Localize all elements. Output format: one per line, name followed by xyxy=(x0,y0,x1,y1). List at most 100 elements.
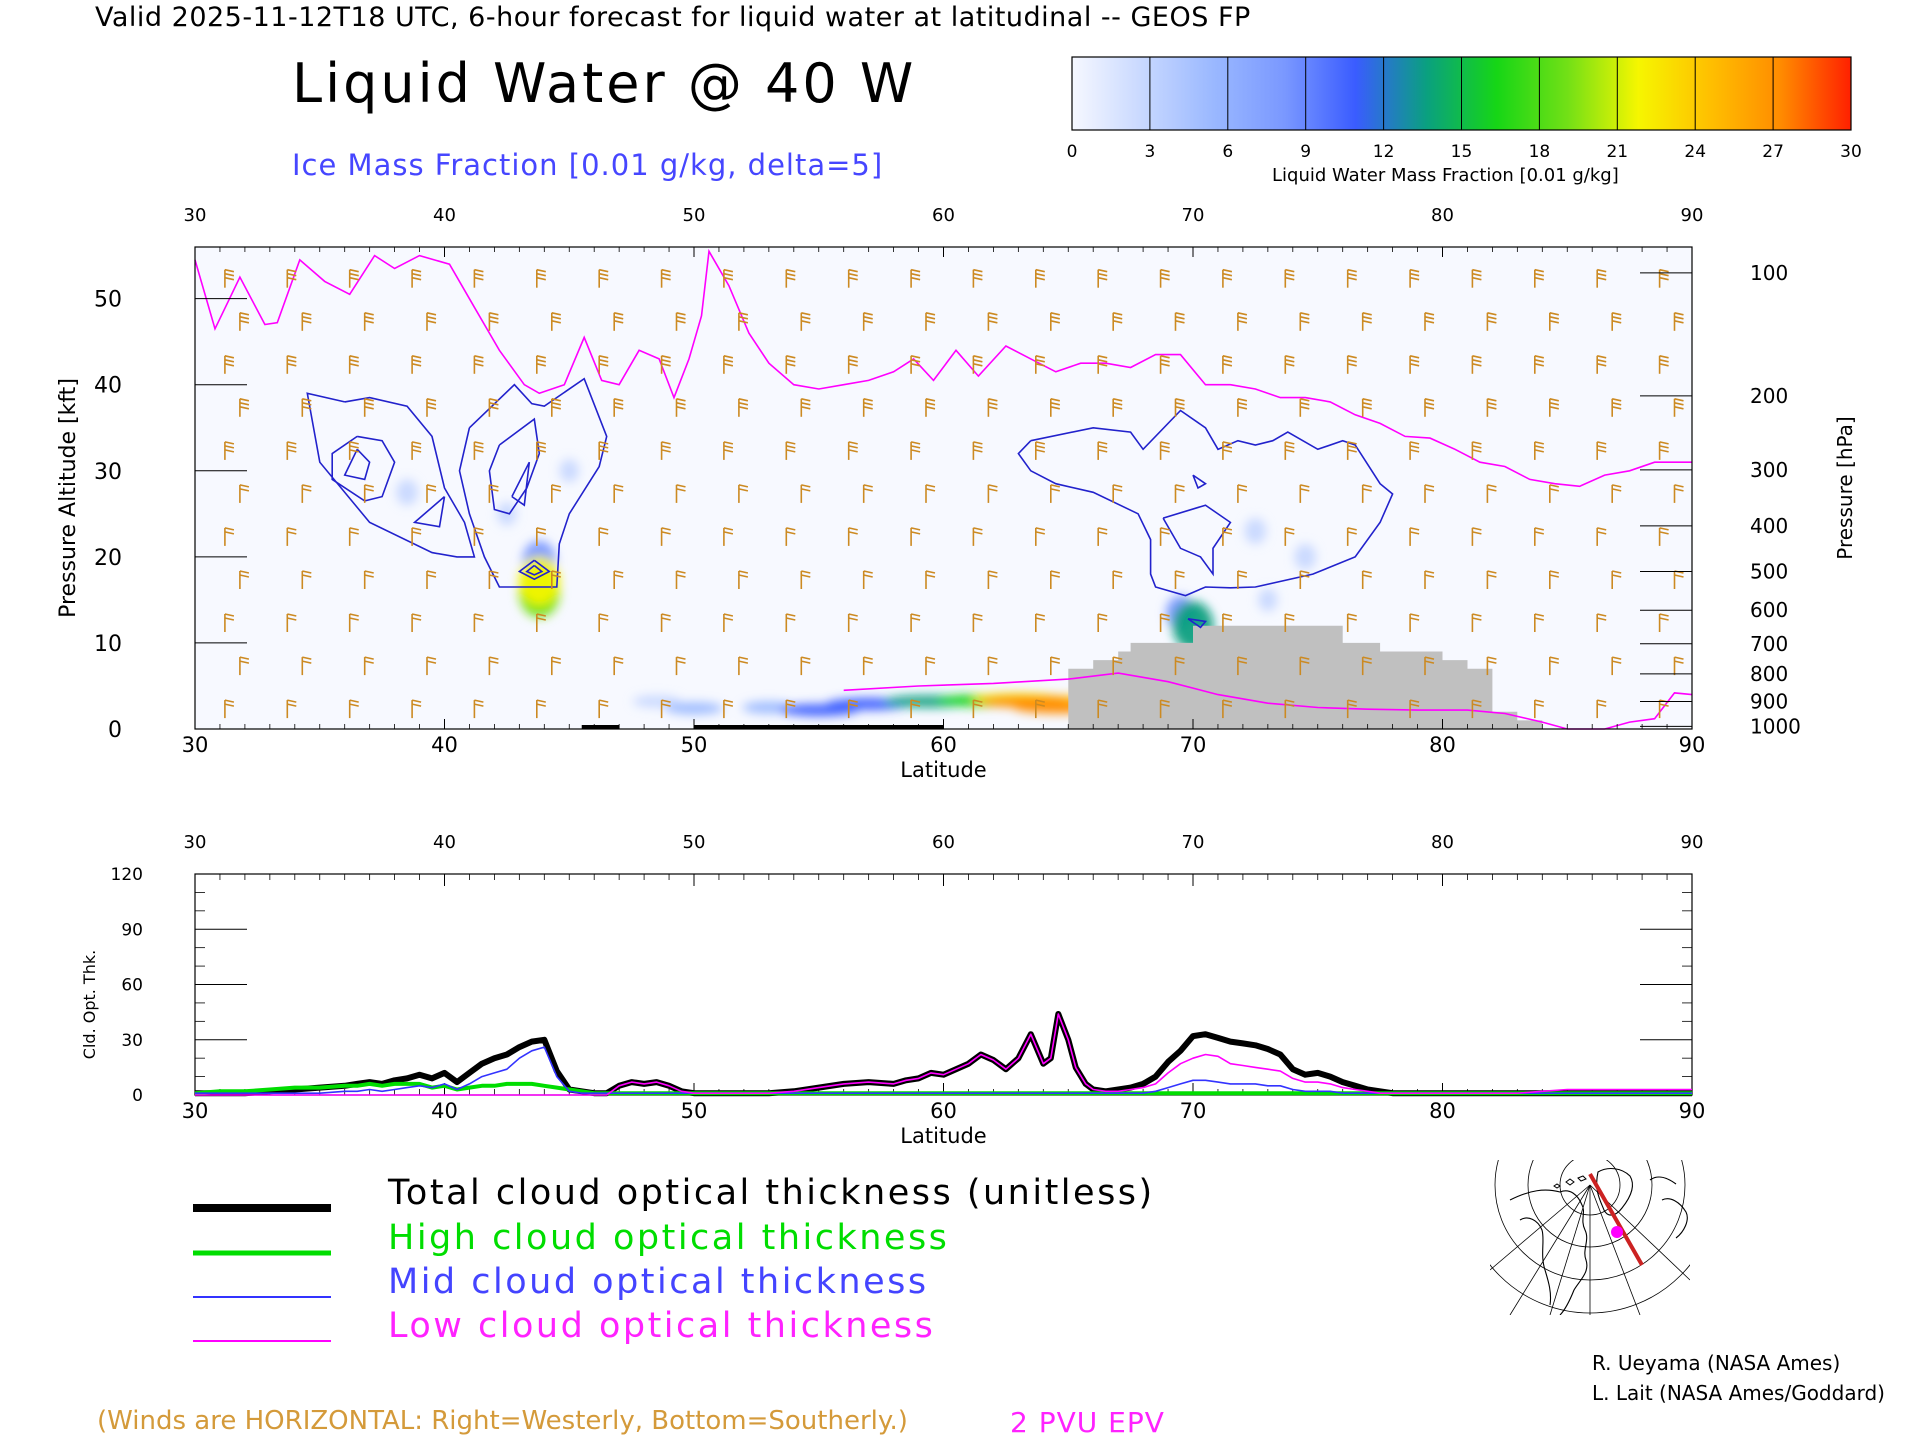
wind-barb-flag xyxy=(239,406,250,410)
wind-barb xyxy=(1673,484,1684,503)
ice-contour xyxy=(1192,474,1208,490)
wind-barb-flag xyxy=(489,316,499,320)
wind-barb xyxy=(1549,484,1559,503)
wind-barb xyxy=(1050,570,1060,589)
wind-barb-flag xyxy=(1362,402,1372,406)
wind-barb xyxy=(1534,699,1544,719)
wind-barb-flag xyxy=(614,660,624,664)
wind-barb xyxy=(1159,527,1170,546)
wind-barb-flag xyxy=(1098,703,1108,707)
wind-barb xyxy=(1222,699,1233,719)
wind-barb-flag xyxy=(349,268,359,273)
wind-barb xyxy=(925,484,936,503)
wind-barb-flag xyxy=(1175,312,1185,316)
lower-x-tick-label-bottom: 30 xyxy=(182,1099,209,1123)
wind-barb xyxy=(286,268,297,288)
wind-barb-flag xyxy=(801,660,811,664)
wind-barb xyxy=(1549,398,1559,417)
wind-barb-flag xyxy=(1549,660,1559,664)
wind-barb-flag xyxy=(1362,656,1372,660)
wind-barb-flag xyxy=(1659,441,1669,445)
wind-barb xyxy=(1035,527,1045,546)
wind-barb-flag xyxy=(738,312,749,316)
wind-barb-flag xyxy=(1487,570,1497,574)
wind-barb-flag xyxy=(551,656,561,660)
wind-barb-flag xyxy=(863,484,873,488)
wind-barb xyxy=(1174,570,1185,589)
wind-barb xyxy=(301,312,312,331)
wind-barb-flag xyxy=(349,449,359,453)
wind-barb-flag xyxy=(1347,613,1357,617)
wind-barb-flag xyxy=(910,363,921,367)
wind-barb-flag xyxy=(1659,527,1669,531)
wind-barb-flag xyxy=(1597,613,1607,617)
x-tick-label-top: 80 xyxy=(1431,205,1454,226)
wind-barb xyxy=(785,527,796,546)
wind-barb xyxy=(550,570,561,589)
ice-contour xyxy=(1187,618,1208,629)
wind-barb-flag xyxy=(1487,484,1497,488)
wind-barb-flag xyxy=(786,441,796,445)
wind-barb-flag xyxy=(599,699,609,703)
wind-barb xyxy=(738,312,749,331)
wind-barb-flag xyxy=(1222,449,1233,453)
wind-barb-flag xyxy=(1285,613,1295,617)
wind-barb-flag xyxy=(786,531,796,535)
wind-barb-flag xyxy=(1300,312,1310,316)
wind-barb-flag xyxy=(988,484,998,488)
wind-barb-flag xyxy=(224,445,235,449)
legend-swatches xyxy=(193,1204,331,1342)
wind-barb xyxy=(785,355,796,374)
wind-barb xyxy=(348,355,359,374)
wind-barb-flag xyxy=(489,402,499,406)
wind-barb-flag xyxy=(551,484,561,488)
wind-barb-flag xyxy=(1175,570,1185,574)
y-axis-label: Pressure Altitude [kft] xyxy=(56,378,81,618)
wind-barb-flag xyxy=(1050,488,1060,492)
wind-barb xyxy=(426,570,437,589)
wind-barb xyxy=(613,570,624,589)
wind-barb-flag xyxy=(1659,703,1669,707)
wind-barb xyxy=(1596,268,1607,288)
wind-barb-flag xyxy=(474,531,484,535)
wind-barb-flag xyxy=(1487,398,1497,402)
wind-barb-flag xyxy=(1424,660,1435,664)
wind-barb-flag xyxy=(863,656,873,660)
wind-barb-flag xyxy=(988,398,998,402)
wind-barb-flag xyxy=(599,355,609,359)
wind-barb xyxy=(1673,656,1684,676)
wind-barb xyxy=(1471,527,1482,546)
liquid-water-blob xyxy=(559,459,579,483)
wind-barb-flag xyxy=(1035,441,1045,445)
wind-barb-flag xyxy=(1597,272,1607,277)
wind-barb xyxy=(488,312,499,331)
wind-barb-flag xyxy=(988,402,998,406)
wind-barb-flag xyxy=(786,527,796,531)
wind-barb-flag xyxy=(661,355,671,359)
wind-barb-flag xyxy=(302,398,312,402)
wind-barb xyxy=(426,656,437,676)
wind-barb-flag xyxy=(411,359,422,363)
wind-barb xyxy=(910,699,921,719)
wind-barb xyxy=(738,484,749,503)
wind-barb-flag xyxy=(1347,441,1357,445)
wind-barb xyxy=(1112,656,1123,676)
wind-barb-flag xyxy=(1612,488,1622,492)
wind-barb xyxy=(1486,484,1497,503)
liquid-water-blob xyxy=(1294,543,1317,570)
wind-barb xyxy=(1534,355,1544,374)
wind-barb-flag xyxy=(848,703,858,707)
wind-barb-flag xyxy=(599,276,609,281)
wind-barb-flag xyxy=(1487,406,1497,410)
wind-barb xyxy=(613,656,624,676)
wind-barb-flag xyxy=(474,617,484,621)
wind-barb-flag xyxy=(1612,402,1622,406)
wind-barb-flag xyxy=(676,656,686,660)
wind-barb-flag xyxy=(1222,359,1233,363)
wind-barb-flag xyxy=(786,359,796,363)
wind-barb xyxy=(847,441,858,460)
wind-barb-flag xyxy=(1300,660,1310,664)
wind-barb xyxy=(1596,699,1607,719)
wind-barb xyxy=(1486,656,1497,676)
wind-barb-flag xyxy=(925,570,936,574)
